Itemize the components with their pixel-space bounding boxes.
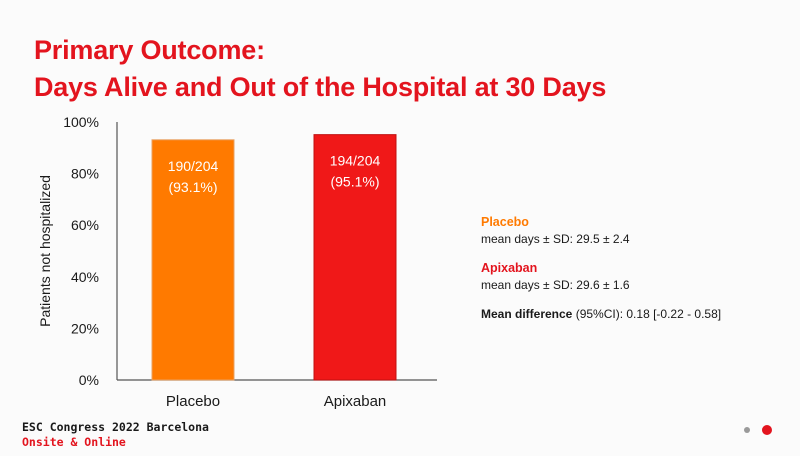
footer-onsite: Onsite & Online	[22, 435, 126, 449]
y-tick-label: 100%	[63, 114, 99, 130]
bar-data-label: 190/204	[168, 158, 219, 174]
title-line-1: Primary Outcome:	[34, 35, 265, 65]
placebo-stats: Placebo mean days ± SD: 29.5 ± 2.4	[481, 214, 791, 248]
stats-panel: Placebo mean days ± SD: 29.5 ± 2.4 Apixa…	[481, 214, 791, 323]
slide-indicator	[744, 425, 772, 435]
y-tick-label: 0%	[79, 372, 99, 388]
footer: ESC Congress 2022 Barcelona Onsite & Onl…	[22, 420, 209, 450]
apixaban-stat-line: mean days ± SD: 29.6 ± 1.6	[481, 278, 630, 292]
placebo-stat-name: Placebo	[481, 215, 529, 229]
y-tick-label: 60%	[71, 217, 99, 233]
bar-data-label: 194/204	[330, 153, 381, 169]
bar-data-label: (95.1%)	[330, 174, 379, 190]
x-tick-label: Placebo	[166, 393, 220, 410]
placebo-stat-line: mean days ± SD: 29.5 ± 2.4	[481, 232, 630, 246]
slide-title: Primary Outcome: Days Alive and Out of t…	[34, 32, 606, 106]
mean-difference: Mean difference (95%CI): 0.18 [-0.22 - 0…	[481, 306, 791, 323]
bar-placebo	[151, 139, 235, 381]
mean-difference-label: Mean difference	[481, 307, 573, 321]
apixaban-stat-name: Apixaban	[481, 261, 538, 275]
x-tick-label: Apixaban	[324, 393, 387, 410]
footer-congress: ESC Congress 2022 Barcelona	[22, 420, 209, 434]
title-line-2: Days Alive and Out of the Hospital at 30…	[34, 72, 607, 102]
y-tick-label: 80%	[71, 166, 99, 182]
bar-data-label: (93.1%)	[168, 179, 217, 195]
mean-difference-value: (95%CI): 0.18 [-0.22 - 0.58]	[575, 307, 722, 321]
bar-apixaban	[313, 134, 397, 381]
y-tick-label: 40%	[71, 269, 99, 285]
apixaban-stats: Apixaban mean days ± SD: 29.6 ± 1.6	[481, 260, 791, 294]
slide-dot-active[interactable]	[762, 425, 772, 435]
y-tick-label: 20%	[71, 320, 99, 336]
y-axis-label: Patients not hospitalized	[37, 175, 53, 327]
slide-dot-inactive[interactable]	[744, 427, 750, 433]
